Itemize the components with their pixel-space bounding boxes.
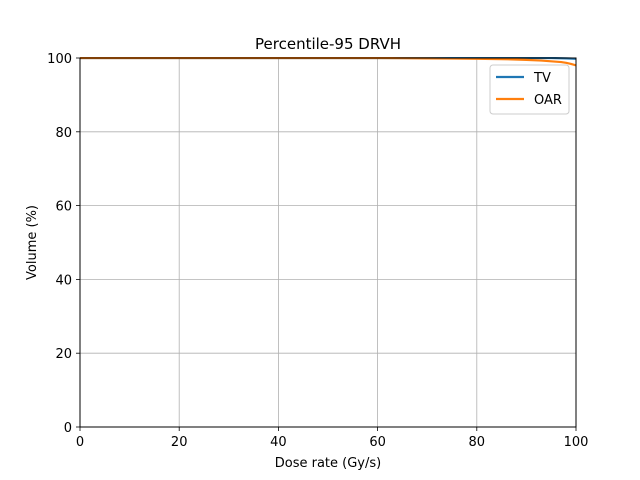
ticks: 0 20 40 60 80 100 0 20 40 60 80 100 bbox=[47, 52, 588, 450]
x-tick-label: 40 bbox=[270, 435, 287, 450]
y-axis-label: Volume (%) bbox=[25, 205, 40, 280]
grid bbox=[79, 57, 577, 428]
y-tick-label: 20 bbox=[55, 347, 72, 362]
x-tick-label: 100 bbox=[564, 435, 589, 450]
y-tick-label: 100 bbox=[47, 52, 72, 67]
x-axis-label: Dose rate (Gy/s) bbox=[275, 456, 381, 471]
x-tick-label: 60 bbox=[369, 435, 386, 450]
plot-frame bbox=[79, 57, 577, 428]
legend-label-tv: TV bbox=[533, 71, 551, 86]
y-tick-label: 60 bbox=[55, 200, 72, 215]
y-tick-label: 0 bbox=[64, 421, 72, 436]
x-tick-label: 80 bbox=[469, 435, 486, 450]
y-tick-label: 80 bbox=[55, 126, 72, 141]
x-tick-label: 20 bbox=[171, 435, 188, 450]
legend-label-oar: OAR bbox=[534, 93, 562, 108]
chart-title: Percentile-95 DRVH bbox=[255, 35, 401, 53]
x-tick-label: 0 bbox=[76, 435, 84, 450]
legend: TV OAR bbox=[489, 64, 570, 115]
y-tick-label: 40 bbox=[55, 273, 72, 288]
